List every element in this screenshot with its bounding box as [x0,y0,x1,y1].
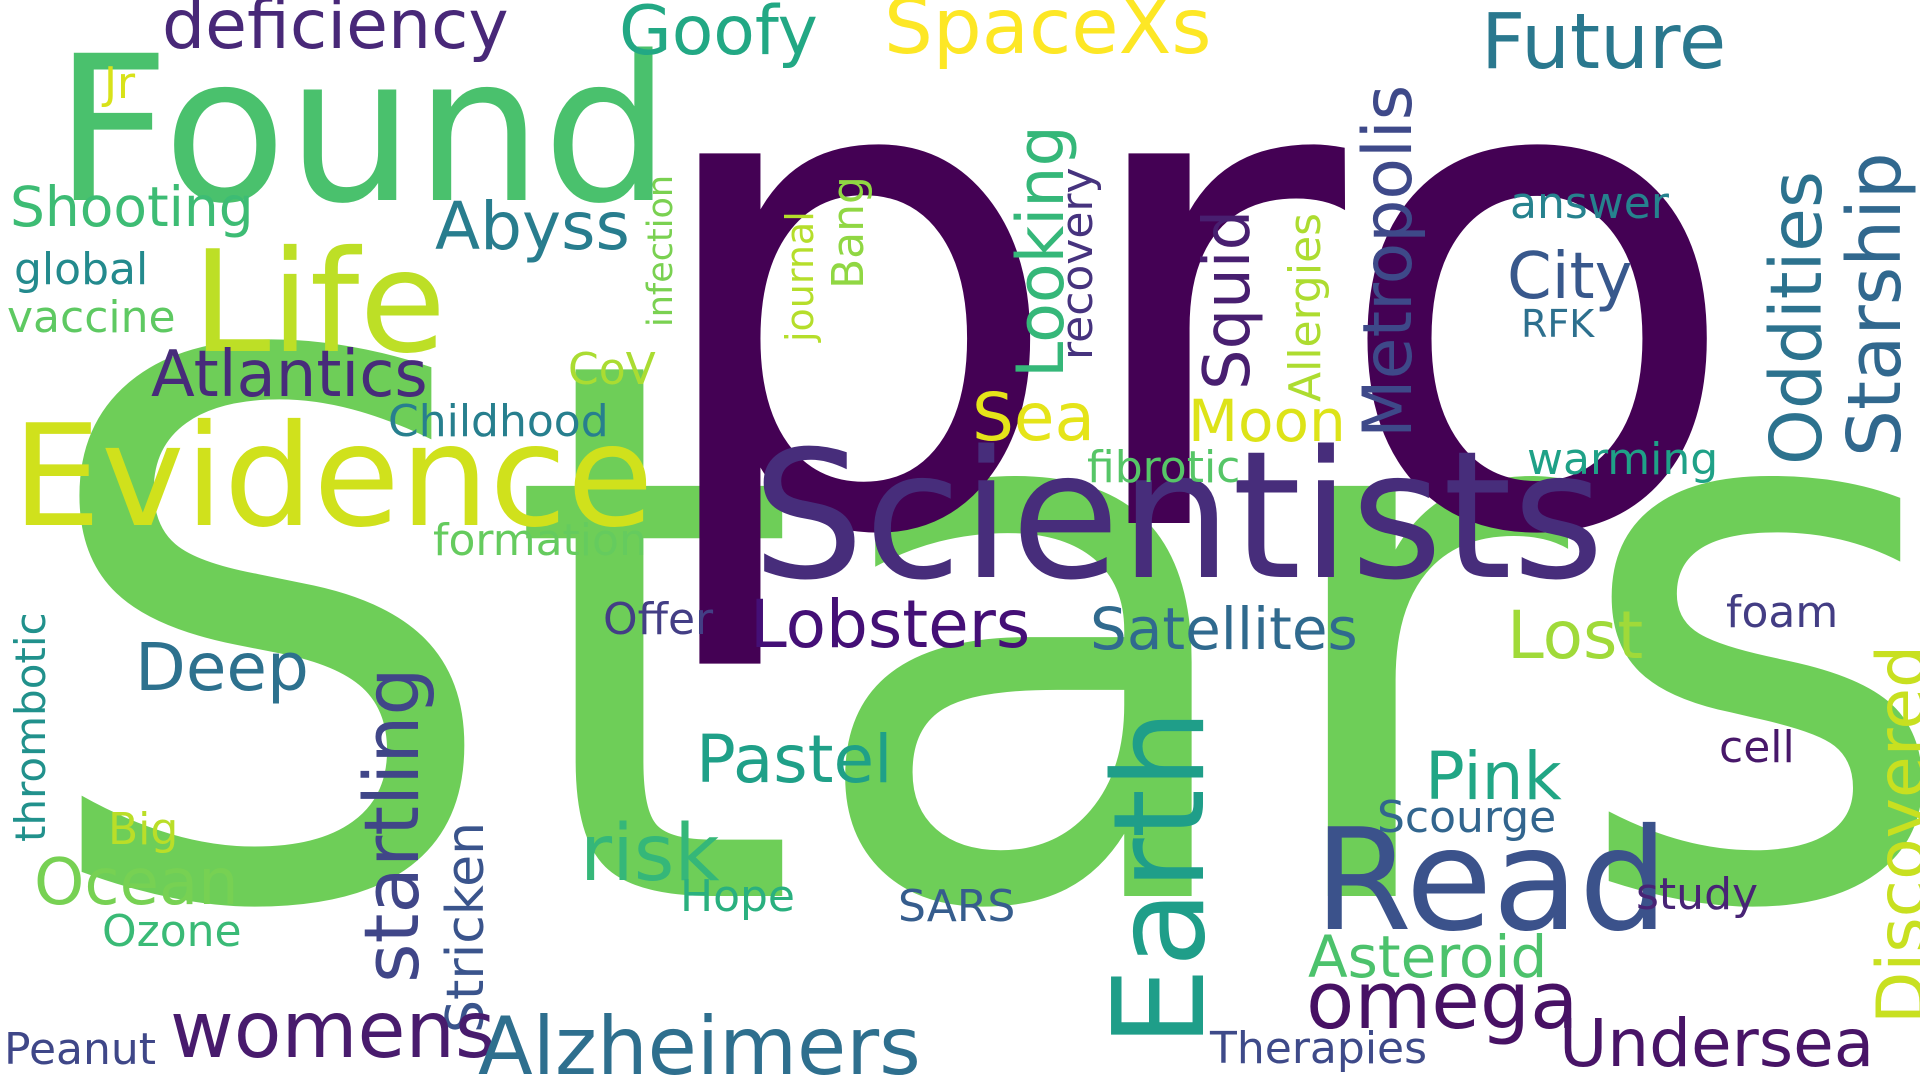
word-big: Big [108,804,179,855]
word-undersea: Undersea [1559,1005,1875,1080]
word-pink: Pink [1425,738,1562,815]
word-lost: Lost [1507,597,1644,674]
word-cell: cell [1719,722,1795,773]
word-starship: Starship [1832,152,1918,457]
word-asteroid: Asteroid [1308,923,1548,991]
word-pastel: Pastel [696,721,893,798]
word-answer: answer [1510,178,1669,229]
word-hope: Hope [680,871,796,922]
word-jr: Jr [104,58,136,109]
word-spacexs: SpaceXs [884,0,1212,72]
word-infection: infection [641,174,681,327]
word-peanut: Peanut [4,1024,157,1075]
word-atlantics: Atlantics [151,338,428,412]
word-sars: SARS [898,881,1016,932]
word-shooting: Shooting [10,175,254,239]
word-recovery: recovery [1052,167,1103,360]
word-startling: startling [347,667,436,983]
word-pro: pro [638,0,1744,683]
word-oddities: Oddities [1755,171,1838,465]
word-study: study [1636,869,1759,920]
word-offer: Offer [603,594,714,645]
word-found: Found [54,12,671,248]
word-allergies: Allergies [1280,212,1331,402]
word-earth: Earth [1086,709,1233,1047]
word-global: global [14,244,149,295]
word-foam: foam [1726,587,1839,638]
word-risk: risk [580,809,720,899]
word-squid: Squid [1191,209,1265,390]
word-ocean: Ocean [34,846,239,920]
word-therapies: Therapies [1210,1023,1428,1074]
word-lobsters: Lobsters [750,586,1031,663]
word-satellites: Satellites [1090,595,1358,663]
word-city: City [1507,240,1633,314]
word-goofy: Goofy [619,0,818,71]
word-discovered: Discovered [1863,644,1920,1024]
word-deep: Deep [135,629,309,706]
word-alzheimers: Alzheimers [478,1000,921,1080]
word-abyss: Abyss [435,188,630,265]
word-warming: warming [1527,434,1719,485]
word-vaccine: vaccine [7,292,176,343]
word-sea: Sea [972,379,1095,456]
word-childhood: Childhood [388,396,609,447]
word-cov: CoV [568,344,656,395]
word-ozone: Ozone [102,906,242,957]
word-metropolis: Metropolis [1349,84,1428,438]
word-life: Life [192,221,447,385]
word-thrombotic: thrombotic [6,612,55,842]
word-evidence: Evidence [12,395,654,559]
word-fibrotic: fibrotic [1087,442,1241,493]
word-womens: womens [170,986,496,1076]
word-journal: journal [778,211,822,342]
word-future: Future [1481,0,1727,87]
word-bang: Bang [823,176,874,289]
word-deficiency: deficiency [162,0,509,65]
word-rfk: RFK [1521,302,1595,346]
word-scourge: Scourge [1377,792,1557,843]
word-formation: formation [433,515,647,566]
word-scientists: Scientists [752,413,1605,619]
word-moon: Moon [1188,387,1346,455]
word-read: Read [1314,799,1669,963]
word-omega: omega [1306,955,1579,1047]
word-stars: Stars [30,200,1920,1073]
